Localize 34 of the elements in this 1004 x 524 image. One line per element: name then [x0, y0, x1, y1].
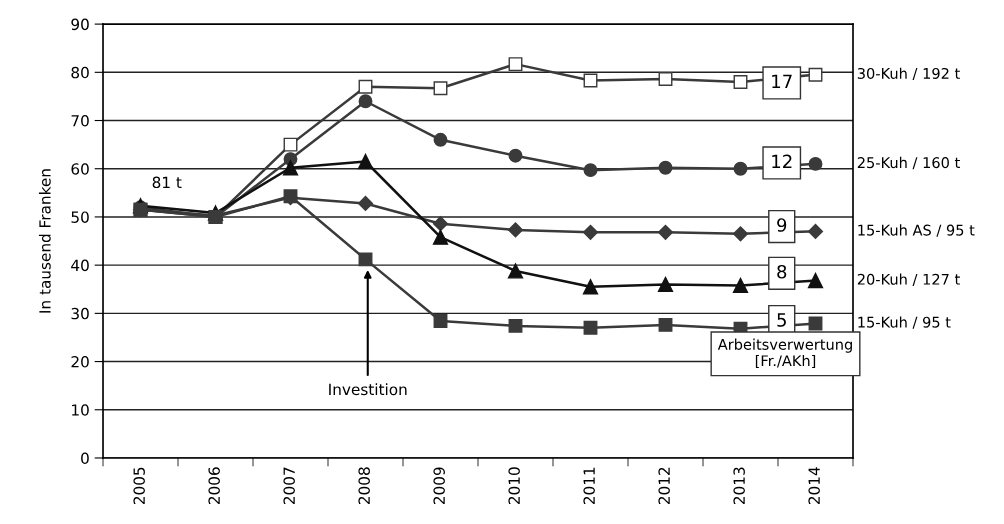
text: 15-Kuh AS / 95 t	[858, 224, 975, 237]
text: 15-Kuh / 95 t	[858, 316, 951, 329]
x-tick-label: 2008	[358, 467, 370, 505]
x-tick-label: 2005	[133, 467, 145, 505]
text: 20-Kuh / 127 t	[857, 273, 960, 286]
annotation: 9	[777, 218, 787, 232]
y-tick-label: 30	[71, 307, 89, 320]
x-tick-label: 2011	[583, 467, 595, 505]
annotation: 12	[772, 154, 792, 168]
x-tick-label: 2007	[283, 467, 295, 505]
annotation: Arbeitsverwertung [Fr./AKh]	[717, 338, 852, 368]
text: 30-Kuh / 192 t	[857, 67, 960, 81]
y-axis-title: In tausend Franken	[38, 169, 51, 313]
y-tick-label: 80	[71, 66, 89, 79]
y-tick-label: 70	[71, 114, 89, 127]
x-tick-label: 2013	[733, 467, 745, 505]
annotation: 17	[772, 74, 792, 88]
y-tick-label: 40	[71, 259, 89, 272]
annotation: Investition	[329, 383, 407, 396]
text: 25-Kuh / 160 t	[857, 156, 960, 170]
y-tick-label: 20	[71, 356, 89, 368]
y-tick-label: 50	[71, 211, 89, 223]
y-tick-label: 60	[71, 163, 89, 175]
x-tick-label: 2010	[508, 467, 520, 505]
y-tick-label: 0	[81, 452, 89, 464]
x-tick-label: 2014	[808, 467, 820, 505]
y-tick-label: 90	[71, 18, 89, 31]
annotation: 5	[777, 313, 786, 327]
y-tick-label: 10	[72, 404, 89, 416]
annotation: 81 t	[152, 176, 182, 189]
annotation: 8	[777, 264, 787, 279]
x-tick-label: 2012	[658, 467, 670, 505]
x-tick-label: 2009	[433, 467, 445, 505]
x-tick-label: 2006	[208, 467, 220, 505]
